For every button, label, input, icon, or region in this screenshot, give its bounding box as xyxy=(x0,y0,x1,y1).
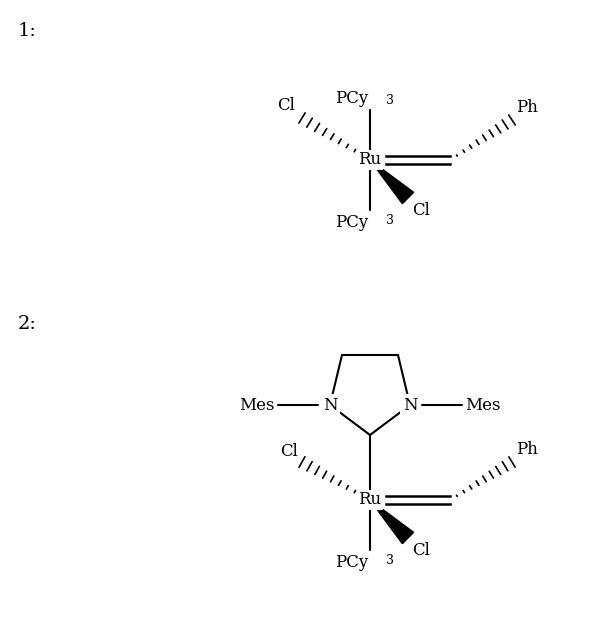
Text: 3: 3 xyxy=(386,554,394,567)
Text: Mes: Mes xyxy=(239,397,275,414)
Text: Ru: Ru xyxy=(359,492,381,508)
Text: PCy: PCy xyxy=(335,554,368,571)
Text: Ph: Ph xyxy=(516,441,538,458)
Text: 3: 3 xyxy=(386,214,394,227)
Polygon shape xyxy=(370,500,414,544)
Text: Cl: Cl xyxy=(412,202,430,219)
Polygon shape xyxy=(370,160,414,203)
Text: PCy: PCy xyxy=(335,214,368,231)
Text: 2:: 2: xyxy=(18,315,37,333)
Text: Cl: Cl xyxy=(280,443,298,460)
Text: Cl: Cl xyxy=(277,97,295,114)
Text: 1:: 1: xyxy=(18,22,37,40)
Text: Cl: Cl xyxy=(412,542,430,559)
Text: 3: 3 xyxy=(386,94,394,107)
Text: Mes: Mes xyxy=(465,397,501,414)
Text: N: N xyxy=(403,397,417,414)
Text: Ph: Ph xyxy=(516,99,538,116)
Text: Ru: Ru xyxy=(359,151,381,169)
Text: N: N xyxy=(323,397,337,414)
Text: PCy: PCy xyxy=(335,90,368,107)
